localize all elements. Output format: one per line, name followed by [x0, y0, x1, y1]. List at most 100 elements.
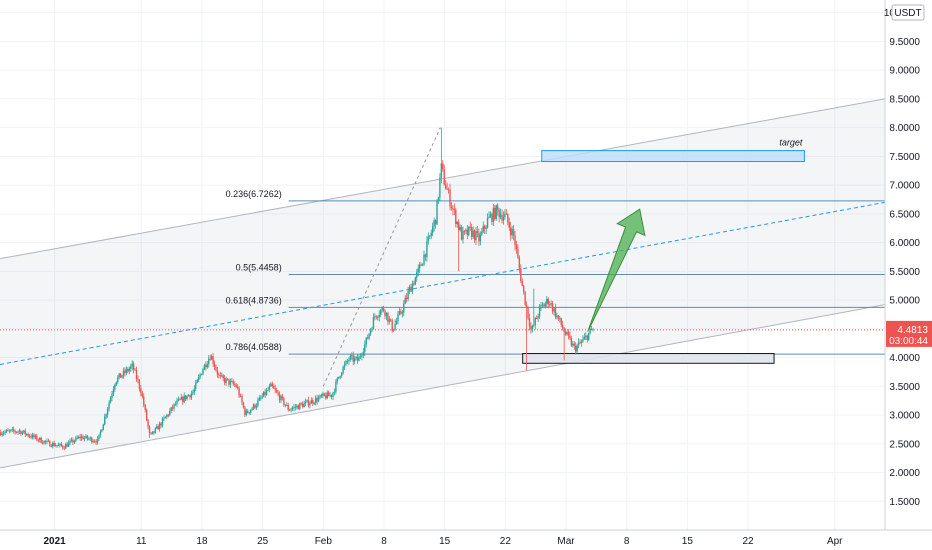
candle-body: [553, 308, 555, 312]
candle-body: [180, 397, 183, 400]
candle-body: [23, 430, 25, 433]
candle-body: [91, 437, 93, 442]
candle-body: [439, 177, 441, 198]
candle-body: [320, 395, 323, 397]
candle-body: [459, 226, 461, 231]
candle-body: [385, 312, 388, 316]
candle-body: [326, 392, 328, 399]
candle-body: [509, 227, 512, 236]
candle-body: [47, 440, 50, 442]
candle-body: [359, 356, 362, 358]
candle-body: [174, 404, 177, 405]
candle-body: [247, 410, 249, 413]
candle-body: [277, 392, 279, 395]
candle-body: [108, 402, 110, 409]
candle-body: [44, 441, 47, 442]
candle-body: [1, 433, 3, 435]
candle-body: [288, 409, 291, 411]
candle-body: [294, 406, 297, 408]
candle-body: [156, 426, 158, 429]
candle-body: [433, 220, 435, 227]
candle-body: [27, 434, 29, 436]
candle-body: [215, 366, 217, 371]
time-tick-label: 2021: [43, 536, 66, 547]
candle-body: [62, 445, 64, 448]
candle-body: [414, 277, 417, 285]
candle-body: [95, 441, 97, 443]
candle-body: [278, 394, 281, 401]
candle-body: [153, 431, 155, 433]
candle-body: [587, 333, 590, 340]
candle-body: [125, 369, 128, 373]
candle-body: [56, 445, 58, 447]
candle-body: [236, 386, 239, 389]
candle-body: [443, 169, 445, 185]
candle-body: [270, 383, 272, 387]
candle-body: [300, 403, 302, 405]
candle-body: [472, 230, 474, 237]
candle-body: [268, 386, 271, 390]
price-axis-panel[interactable]: [885, 0, 932, 530]
candle-body: [446, 188, 448, 190]
candle-body: [371, 328, 373, 330]
candle-body: [494, 207, 496, 219]
candle-body: [444, 184, 447, 189]
candle-body: [143, 396, 145, 406]
candle-body: [358, 356, 360, 361]
candle-body: [447, 189, 450, 191]
candle-body: [262, 391, 265, 397]
candle-body: [96, 438, 99, 443]
candle-body: [332, 392, 334, 397]
candle-body: [293, 406, 295, 408]
candle-body: [566, 331, 568, 335]
candle-body: [585, 335, 587, 337]
fib-level-label: 0.618(4.8736): [226, 295, 282, 305]
zones: target: [522, 138, 805, 364]
candle-body: [140, 388, 142, 394]
candle-body: [251, 408, 253, 411]
candle-body: [560, 318, 562, 326]
candle-body: [378, 314, 380, 318]
candle-body: [291, 407, 294, 410]
candle-body: [7, 430, 9, 431]
candle-body: [442, 163, 444, 170]
candle-body: [196, 380, 198, 383]
candle-body: [468, 226, 470, 235]
candle-body: [453, 209, 456, 211]
candle-body: [365, 337, 367, 345]
candle-body: [104, 416, 106, 425]
price-tick-label: 8.5000: [889, 94, 920, 105]
price-tick-label: 8.0000: [889, 123, 920, 134]
price-tick-label: 4.0000: [889, 353, 920, 364]
candle-body: [329, 395, 331, 396]
candle-body: [361, 355, 363, 357]
candle-body: [43, 441, 45, 444]
candle-body: [192, 392, 194, 394]
candle-body: [561, 325, 564, 329]
support-zone: [522, 353, 775, 364]
candle-body: [203, 364, 206, 370]
currency-badge[interactable]: [891, 4, 925, 21]
candle-body: [131, 363, 133, 367]
candle-body: [335, 381, 337, 392]
currency-label: USDT: [894, 8, 921, 19]
candle-body: [508, 222, 510, 228]
time-tick-label: 22: [742, 536, 754, 547]
candle-body: [50, 445, 52, 447]
candle-body: [384, 310, 386, 316]
candle-body: [297, 405, 300, 409]
candle-body: [205, 364, 207, 368]
candle-body: [109, 397, 112, 403]
candle-body: [377, 317, 379, 318]
price-tick-label: 6.5000: [889, 209, 920, 220]
candle-body: [286, 405, 288, 406]
candle-body: [147, 420, 149, 427]
time-axis-panel[interactable]: [0, 530, 885, 550]
candle-body: [348, 360, 350, 362]
candle-body: [391, 320, 393, 331]
candle-body: [36, 435, 38, 440]
candle-body: [117, 377, 119, 383]
candle-body: [54, 445, 57, 447]
